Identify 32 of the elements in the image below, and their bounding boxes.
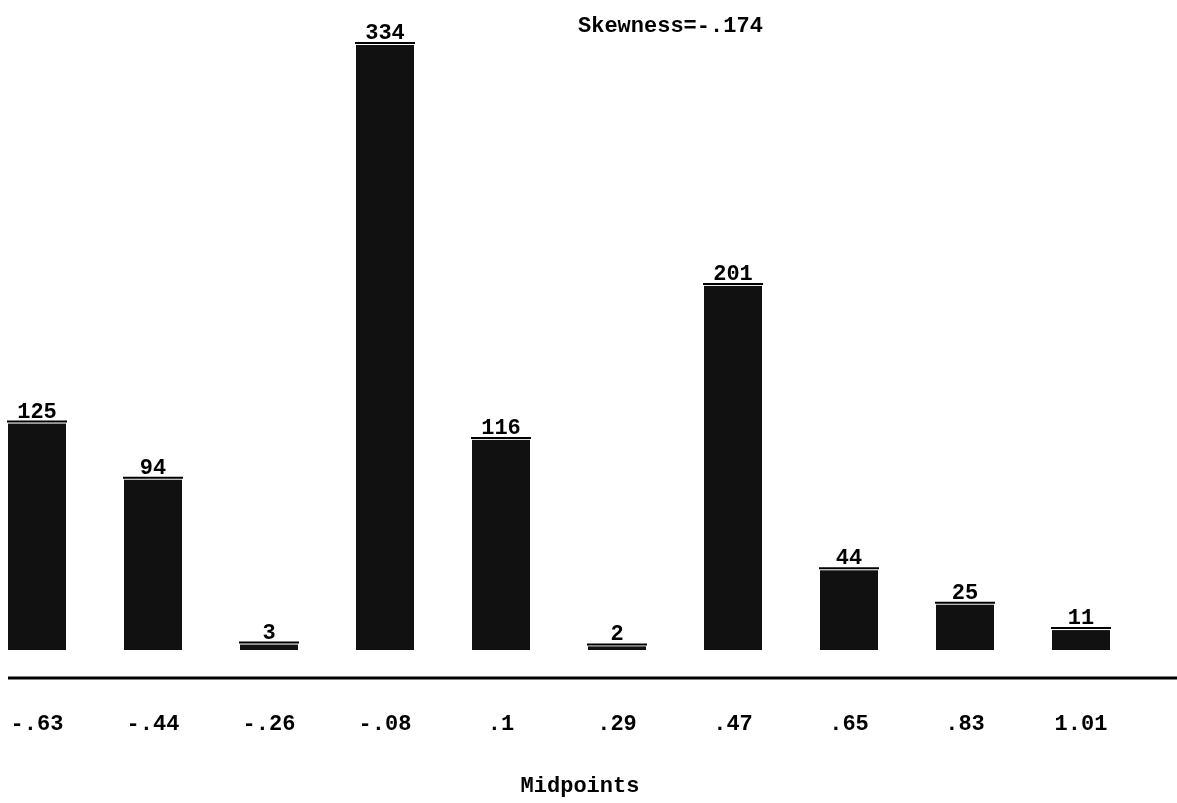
bar: [936, 604, 994, 650]
x-tick-label: .1: [487, 712, 515, 737]
data-label: 201: [713, 261, 753, 287]
data-label: 94: [139, 455, 167, 481]
bar: [124, 479, 182, 650]
x-tick-label: .47: [713, 712, 753, 737]
bar: [1052, 630, 1110, 650]
x-axis-title: Midpoints: [520, 774, 640, 799]
data-label: 44: [835, 546, 863, 572]
bar: [704, 285, 762, 650]
x-tick-label: -.26: [242, 712, 296, 737]
data-label: 11: [1067, 606, 1095, 632]
text: Skewness=-.174: [578, 14, 763, 39]
data-label: 334: [365, 21, 405, 46]
bar: [356, 45, 414, 650]
x-tick-label: .65: [829, 712, 869, 737]
x-tick-label: -.44: [126, 712, 180, 737]
bar: [588, 646, 646, 650]
x-tick-label: .83: [945, 712, 985, 737]
bar: [8, 423, 66, 650]
data-label: 2: [610, 622, 624, 648]
bar: [240, 644, 298, 650]
bar: [820, 570, 878, 650]
x-tick-label: -.08: [358, 712, 412, 737]
x-tick-label: .29: [597, 712, 637, 737]
data-label: 25: [951, 580, 979, 606]
data-label: 3: [262, 620, 276, 646]
data-label: 116: [481, 415, 521, 441]
x-tick-label: -.63: [10, 712, 64, 737]
data-label: 125: [17, 399, 57, 425]
x-tick-label: 1.01: [1054, 712, 1108, 737]
bar: [472, 439, 530, 650]
